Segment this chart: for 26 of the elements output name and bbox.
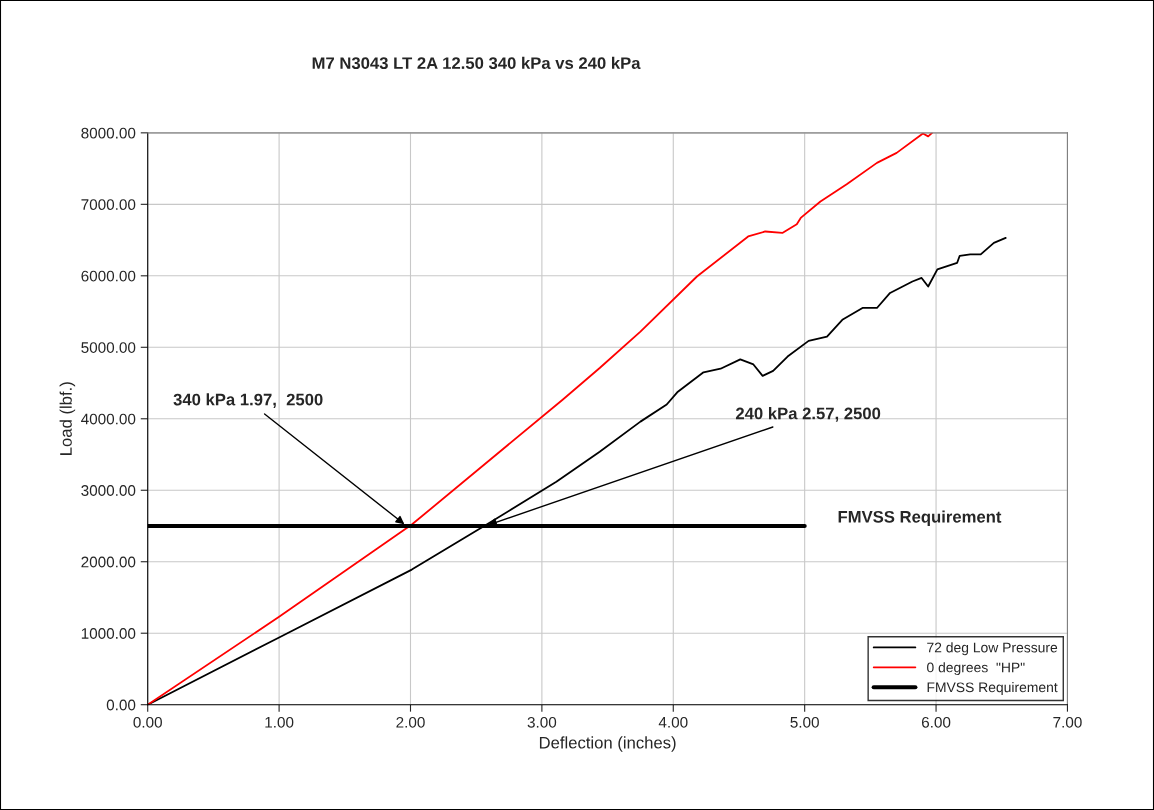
x-tick-label: 7.00 [1053,716,1082,728]
y-tick-label: 6000.00 [81,270,136,282]
annotation: 340 kPa 1.97, 2500 [173,393,323,408]
y-tick-label: 1000.00 [81,628,136,639]
x-tick-label: 5.00 [790,716,819,728]
y-tick-label: 7000.00 [81,199,136,211]
x-axis-title: Deflection (inches) [539,736,676,752]
legend-label: 72 deg Low Pressure [927,642,1058,656]
x-tick-label: 2.00 [396,716,425,728]
y-tick-label: 0.00 [106,699,136,711]
text: FMVSS Requirement [838,510,1002,526]
legend-label: 0 degrees "HP" [927,662,1025,676]
y-tick-label: 3000.00 [81,485,136,496]
legend-label: FMVSS Requirement [927,682,1058,695]
x-tick-label: 4.00 [658,716,688,728]
x-tick-label: 0.00 [133,716,162,728]
y-tick-label: 5000.00 [81,342,136,353]
annotation: 240 kPa 2.57, 2500 [735,407,881,422]
y-axis-title: Load (lbf.) [59,382,76,455]
x-tick-label: 3.00 [527,716,557,728]
y-tick-label: 8000.00 [81,127,136,139]
x-tick-label: 1.00 [265,716,294,728]
y-tick-label: 4000.00 [81,413,136,425]
chart-title: M7 N3043 LT 2A 12.50 340 kPa vs 240 kPa [312,56,641,70]
x-tick-label: 6.00 [921,716,951,728]
y-tick-label: 2000.00 [81,556,136,568]
